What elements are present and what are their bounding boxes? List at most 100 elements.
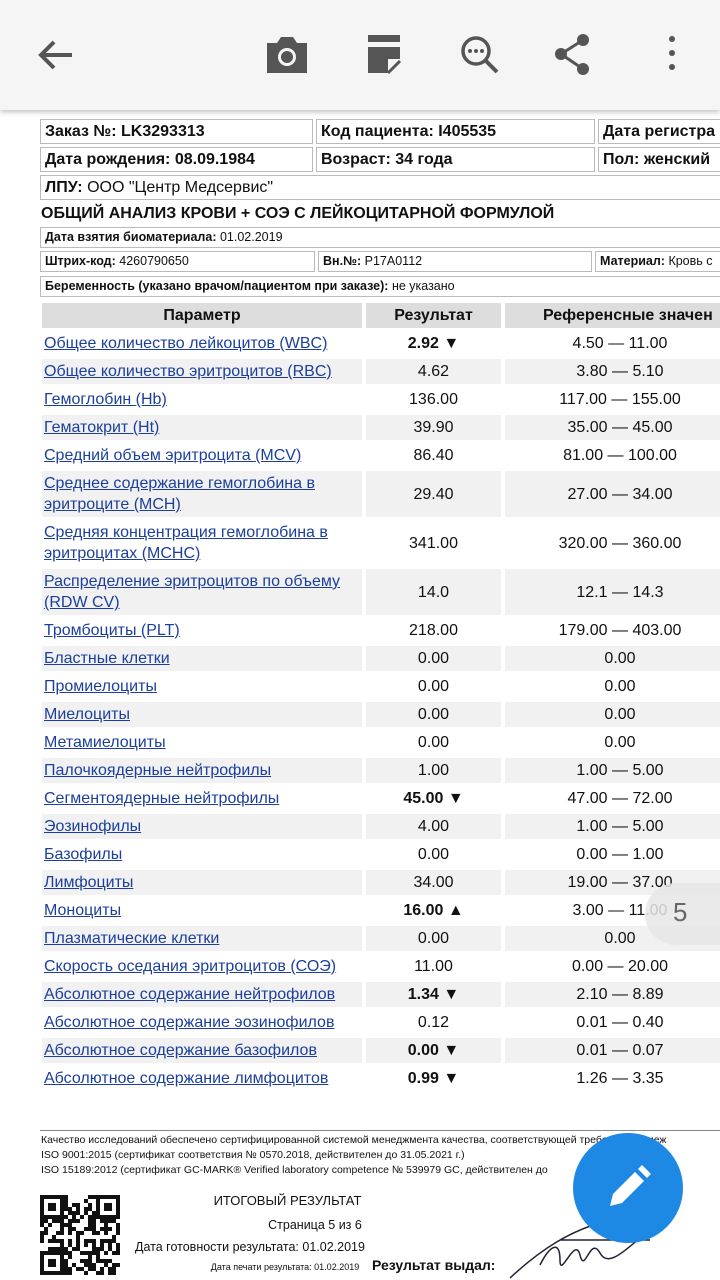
result-cell: 0.12 [366,1010,501,1035]
camera-button[interactable] [264,33,310,77]
reference: 0.01 — 0.07 [505,1038,720,1063]
more-button[interactable] [664,33,680,77]
parameter[interactable]: Абсолютное содержание эозинофилов [44,1014,335,1031]
parameter[interactable]: Скорость оседания эритроцитов (СОЭ) [44,958,337,975]
reference: 35.00 — 45.00 [505,415,720,440]
qr-module [92,1219,96,1223]
qr-module [108,1195,112,1199]
result-row: Миелоциты 0.00 0.00 [42,702,720,727]
result: 16.00 [403,902,444,919]
parameter[interactable]: Гематокрит (Ht) [42,415,362,440]
back-button[interactable] [34,33,78,77]
parameter[interactable]: Тромбоциты (PLT) [44,622,180,639]
parameter[interactable]: Моноциты [44,902,122,919]
internal-no: Вн.№: P17A0112 [318,251,592,272]
parameter[interactable]: Общее количество лейкоцитов (WBC) [44,335,328,352]
qr-module [40,1223,44,1227]
result: 0.00 [407,1042,439,1059]
qr-module [116,1251,120,1255]
parameter[interactable]: Общее количество эритроцитов (RBC) [42,359,362,384]
qr-module [64,1251,68,1255]
parameter[interactable]: Средний объем эритроцита (MCV) [44,447,302,464]
parameter[interactable]: Метамиелоциты [44,734,166,751]
value: 01.02.2019 [219,230,283,244]
qr-module [112,1271,116,1275]
qr-module [60,1199,64,1203]
qr-module [88,1239,92,1243]
result-row: Тромбоциты (PLT) 218.00 179.00 — 403.00 [42,618,720,643]
result-cell: 0.00 [366,702,501,727]
qr-module [84,1227,88,1231]
reference: 0.00 [604,734,636,751]
qr-module [96,1203,100,1207]
parameter[interactable]: Плазматические клетки [42,926,362,951]
qr-module [96,1215,100,1219]
qr-module [92,1195,96,1199]
qr-module [76,1243,80,1247]
parameter[interactable]: Распределение эритроцитов по объему (RDW… [42,569,362,615]
qr-module [84,1207,88,1211]
qr-module [92,1231,96,1235]
qr-module [68,1219,72,1223]
parameter[interactable]: Сегментоядерные нейтрофилы [44,790,280,807]
qr-module [104,1231,108,1235]
result-row: Гематокрит (Ht) 39.90 35.00 — 45.00 [42,415,720,440]
qr-module [72,1247,76,1251]
parameter[interactable]: Базофилы [44,846,123,863]
qr-module [96,1251,100,1255]
qr-module [84,1263,88,1267]
parameter[interactable]: Промиелоциты [44,678,157,695]
flag: ▼ [443,335,460,352]
barcode: Штрих-код: 4260790650 [40,251,315,272]
result-row: Палочкоядерные нейтрофилы 1.00 1.00 — 5.00 [42,758,720,783]
qr-module [100,1219,104,1223]
parameter[interactable]: Эозинофилы [42,814,362,839]
result: 4.00 [417,818,450,835]
qr-module [72,1211,76,1215]
parameter[interactable]: Абсолютное содержание нейтрофилов [42,982,362,1007]
qr-module [76,1219,80,1223]
result: 0.00 [417,678,450,695]
qr-module [64,1263,68,1267]
parameter[interactable]: Среднее содержание гемоглобина в эритроц… [42,471,362,517]
qr-module [60,1271,64,1275]
parameter[interactable]: Абсолютное содержание лимфоцитов [44,1070,329,1087]
qr-module [76,1203,80,1207]
qr-module [52,1263,56,1267]
qr-module [56,1239,60,1243]
parameter[interactable]: Средняя концентрация гемоглобина в эритр… [44,524,328,562]
qr-module [88,1267,92,1271]
parameter[interactable]: Миелоциты [42,702,362,727]
share-button[interactable] [553,33,593,77]
qr-module [104,1239,108,1243]
qr-module [40,1263,44,1267]
qr-module [116,1247,120,1251]
qr-module [40,1259,44,1263]
search-button[interactable] [458,33,502,77]
qr-module [76,1211,80,1215]
qr-module [88,1223,92,1227]
edit-button[interactable] [572,1132,684,1244]
parameter[interactable]: Абсолютное содержание базофилов [42,1038,362,1063]
parameter[interactable]: Лимфоциты [42,870,362,895]
result-cell: 0.00 [366,730,501,755]
parameter[interactable]: Гемоглобин (Hb) [44,391,167,408]
sex: Пол: женский [598,147,720,172]
qr-module [52,1235,56,1239]
result-cell: 4.00 [366,814,501,839]
qr-module [52,1219,56,1223]
parameter[interactable]: Палочкоядерные нейтрофилы [42,758,362,783]
qr-module [40,1239,44,1243]
qr-module [88,1195,92,1199]
layout-button[interactable] [366,33,402,77]
qr-module [68,1271,72,1275]
qr-module [96,1271,100,1275]
result-row: Промиелоциты 0.00 0.00 [42,674,720,699]
qr-module [104,1203,108,1207]
lpu: ЛПУ: ООО "Центр Медсервис" [40,175,720,200]
qr-module [88,1219,92,1223]
qr-module [76,1207,80,1211]
qr-module [108,1243,112,1247]
result-cell: 218.00 [366,618,501,643]
parameter[interactable]: Бластные клетки [42,646,362,671]
